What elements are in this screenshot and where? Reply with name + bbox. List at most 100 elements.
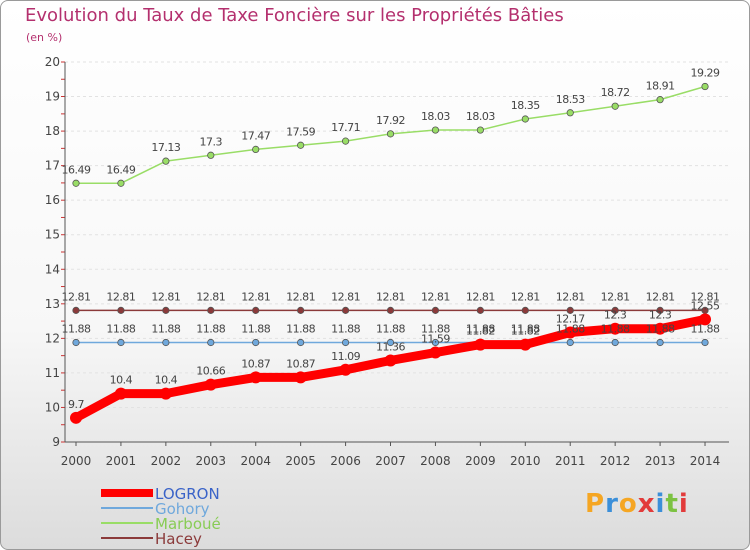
data-point — [654, 322, 667, 335]
data-label: 11.88 — [106, 323, 135, 336]
data-point — [699, 313, 712, 326]
logo-letter: x — [637, 489, 656, 519]
data-label: 12.81 — [376, 290, 405, 303]
data-label: 12.81 — [646, 290, 675, 303]
data-point — [162, 306, 170, 314]
data-label: 11.59 — [421, 333, 450, 346]
x-tick-label: 2003 — [196, 454, 227, 468]
data-label: 18.72 — [601, 86, 630, 99]
data-point — [566, 109, 574, 117]
chart-subtitle: (en %) — [26, 31, 63, 44]
data-point — [431, 338, 440, 347]
data-point — [339, 363, 352, 376]
y-tick-label: 16 — [45, 193, 60, 207]
data-label: 11.82 — [511, 325, 540, 338]
data-label: 11.88 — [691, 323, 720, 336]
data-point — [297, 306, 305, 314]
data-label: 17.92 — [376, 114, 405, 127]
data-point — [611, 102, 619, 110]
data-label: 19.29 — [691, 67, 720, 80]
data-point — [521, 306, 529, 314]
data-label: 11.88 — [62, 323, 91, 336]
data-point — [72, 179, 80, 187]
x-tick-label: 2010 — [510, 454, 541, 468]
data-label: 16.49 — [62, 163, 91, 176]
data-point — [294, 371, 307, 384]
data-point — [476, 306, 484, 314]
x-tick-label: 2013 — [645, 454, 676, 468]
legend-label: Marboué — [155, 515, 221, 533]
data-label: 12.81 — [151, 290, 180, 303]
legend-label: LOGRON — [155, 485, 220, 503]
data-label: 11.88 — [556, 323, 585, 336]
data-label: 10.87 — [241, 357, 270, 370]
data-label: 11.82 — [466, 325, 495, 338]
data-point — [117, 179, 125, 187]
y-tick-label: 19 — [45, 90, 60, 104]
logo-letter: r — [605, 489, 619, 519]
data-point — [386, 306, 395, 314]
y-tick-label: 14 — [45, 262, 60, 276]
x-tick-label: 2014 — [690, 454, 721, 468]
data-point — [384, 354, 397, 367]
data-label: 18.03 — [421, 110, 450, 123]
x-tick-label: 2011 — [555, 454, 586, 468]
data-point — [162, 157, 170, 165]
x-tick-label: 2007 — [375, 454, 406, 468]
data-point — [297, 141, 305, 149]
x-tick-label: 2012 — [600, 454, 631, 468]
data-label: 18.91 — [646, 80, 675, 93]
data-point — [252, 338, 260, 347]
data-point — [476, 126, 484, 134]
logo-letter: P — [585, 489, 606, 519]
logo-letter: t — [665, 489, 679, 519]
data-label: 11.88 — [241, 323, 270, 336]
data-label: 12.81 — [691, 290, 720, 303]
data-label: 11.88 — [331, 323, 360, 336]
data-label: 12.3 — [604, 309, 627, 322]
data-label: 17.47 — [241, 129, 270, 142]
data-label: 12.17 — [556, 312, 585, 325]
data-label: 11.88 — [511, 323, 540, 336]
data-label: 12.81 — [62, 290, 91, 303]
data-label: 12.81 — [286, 290, 315, 303]
data-point — [159, 387, 172, 400]
data-point — [656, 306, 664, 314]
data-label: 17.13 — [151, 141, 180, 154]
data-label: 12.81 — [331, 290, 360, 303]
data-point — [519, 338, 532, 351]
data-point — [249, 371, 262, 384]
data-label: 10.4 — [155, 374, 178, 387]
x-tick-label: 2000 — [61, 454, 92, 468]
logo-letter: o — [618, 489, 638, 519]
y-tick-label: 11 — [45, 366, 60, 380]
data-label: 11.88 — [376, 323, 405, 336]
data-label: 11.88 — [601, 323, 630, 336]
data-point — [701, 338, 709, 347]
x-tick-label: 2008 — [420, 454, 451, 468]
data-point — [431, 126, 440, 134]
data-point — [207, 338, 215, 347]
legend-label: Gohory — [155, 500, 210, 518]
data-point — [341, 306, 350, 314]
data-point — [611, 306, 619, 314]
data-label: 11.88 — [151, 323, 180, 336]
data-label: 12.81 — [196, 290, 225, 303]
data-point — [252, 145, 260, 153]
data-point — [474, 338, 487, 351]
data-point — [429, 346, 442, 359]
data-label: 11.88 — [286, 323, 315, 336]
data-label: 12.81 — [421, 290, 450, 303]
logo-letter: i — [678, 489, 689, 519]
data-label: 18.53 — [556, 93, 585, 106]
data-point — [386, 130, 395, 138]
data-label: 17.71 — [331, 121, 360, 134]
data-label: 11.88 — [196, 323, 225, 336]
data-label: 11.09 — [331, 350, 360, 363]
data-label: 9.7 — [68, 398, 84, 411]
data-label: 12.81 — [556, 290, 585, 303]
chart-title: Evolution du Taux de Taxe Foncière sur l… — [25, 5, 564, 26]
data-label: 12.3 — [649, 309, 672, 322]
